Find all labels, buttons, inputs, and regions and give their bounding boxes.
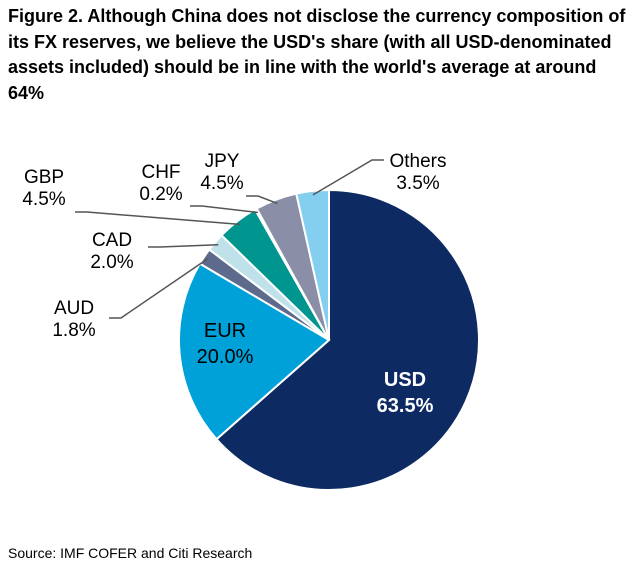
- slice-value-cad: 2.0%: [90, 252, 133, 273]
- slice-name-gbp: GBP: [24, 167, 64, 188]
- leader-line-cad: [148, 244, 219, 248]
- slice-name-aud: AUD: [54, 298, 94, 319]
- slice-name-chf: CHF: [141, 162, 180, 183]
- chart-title: Figure 2. Although China does not disclo…: [8, 6, 626, 103]
- slice-labels: USD63.5%EUR20.0%AUD1.8%CAD2.0%GBP4.5%CHF…: [22, 151, 446, 417]
- pie-slice-eur: [177, 262, 331, 441]
- slice-name-others: Others: [389, 151, 446, 172]
- slice-value-jpy: 4.5%: [200, 173, 243, 194]
- slice-name-usd: USD: [384, 369, 426, 391]
- leader-line-chf: [190, 205, 258, 214]
- slice-name-eur: EUR: [204, 320, 246, 342]
- slice-name-cad: CAD: [92, 230, 132, 251]
- leader-line-jpy: [246, 195, 278, 205]
- pie-slice-usd: [215, 188, 480, 491]
- source-note: Source: IMF COFER and Citi Research: [8, 545, 253, 561]
- pie-chart: USD63.5%EUR20.0%AUD1.8%CAD2.0%GBP4.5%CHF…: [22, 151, 480, 491]
- pie-slices: [177, 188, 480, 491]
- slice-value-usd: 63.5%: [377, 395, 434, 417]
- leader-lines: [75, 159, 384, 319]
- slice-value-gbp: 4.5%: [22, 189, 65, 210]
- slice-value-others: 3.5%: [396, 173, 439, 194]
- slice-value-chf: 0.2%: [139, 184, 182, 205]
- slice-name-jpy: JPY: [205, 151, 240, 172]
- leader-line-others: [312, 159, 384, 196]
- leader-line-aud: [109, 258, 209, 319]
- slice-value-aud: 1.8%: [52, 320, 95, 341]
- pie-slice-others: [295, 188, 330, 341]
- leader-line-gbp: [75, 211, 240, 226]
- slice-value-eur: 20.0%: [197, 346, 254, 368]
